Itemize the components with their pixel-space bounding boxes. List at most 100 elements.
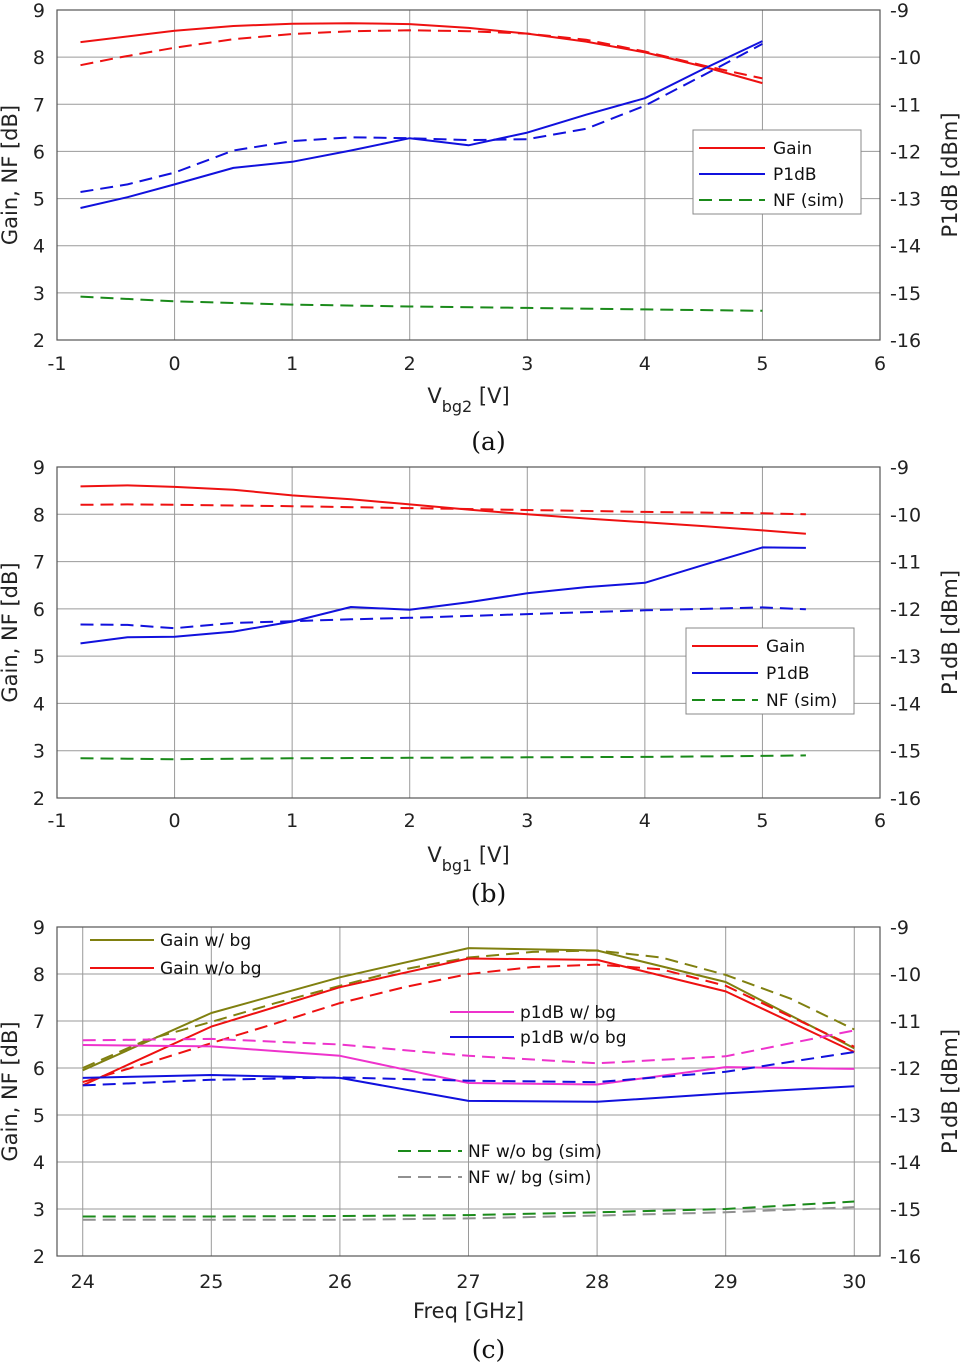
x-tick-label: 0 (169, 353, 181, 375)
legend-label: NF w/o bg (sim) (468, 1142, 602, 1162)
y-tick-label: 5 (33, 646, 45, 668)
x-tick-label: 0 (169, 810, 181, 832)
y2-tick-label: -16 (890, 1246, 921, 1268)
y2-tick-label: -9 (890, 917, 909, 939)
y-tick-label: 3 (33, 283, 45, 305)
series-line-2 (80, 29, 763, 80)
x-tick-label: 1 (286, 810, 298, 832)
y-tick-label: 4 (33, 693, 45, 715)
x-tick-label: 27 (456, 1271, 480, 1293)
y-tick-label: 2 (33, 788, 45, 810)
y-tick-label: 4 (33, 1152, 45, 1174)
x-tick-label: 24 (71, 1271, 95, 1293)
series-line-3 (82, 957, 855, 1087)
series-line-10 (82, 1206, 855, 1221)
legend-label: NF (sim) (766, 691, 837, 711)
y2-tick-label: -12 (890, 1058, 921, 1080)
legend: Gain P1dB NF (sim) (685, 627, 855, 715)
y-tick-label: 2 (33, 1246, 45, 1268)
y-axis-label: Gain, NF [dB] (0, 1021, 22, 1161)
y2-tick-label: -12 (890, 599, 921, 621)
legend-label: P1dB (773, 165, 817, 185)
x-tick-label: 6 (874, 810, 886, 832)
x-tick-label: 4 (639, 810, 651, 832)
panel-caption: (c) (472, 1335, 506, 1364)
y-tick-label: 7 (33, 94, 45, 116)
y2-tick-label: -9 (890, 0, 909, 22)
y-tick-label: 2 (33, 330, 45, 352)
y2-tick-label: -15 (890, 283, 921, 305)
y-tick-label: 6 (33, 599, 45, 621)
y-tick-label: 7 (33, 1011, 45, 1033)
y-tick-label: 9 (33, 0, 45, 22)
y2-tick-label: -13 (890, 646, 921, 668)
y-tick-label: 3 (33, 741, 45, 763)
series-group (80, 484, 806, 761)
series-line-8 (82, 1051, 855, 1087)
y2-tick-label: -13 (890, 1105, 921, 1127)
y-tick-label: 9 (33, 457, 45, 479)
y2-tick-label: -15 (890, 1199, 921, 1221)
x-tick-label: 3 (521, 810, 533, 832)
series-line-4 (82, 963, 855, 1084)
legend-label: Gain (766, 637, 805, 657)
y-axis-label: Gain, NF [dB] (0, 105, 22, 245)
chart-panel-1: -1 0 1 2 3 4 5 623456789-16-15-14-13-12-11-10-9… (0, 0, 961, 456)
x-tick-label: 6 (874, 353, 886, 375)
y2-axis-label: P1dB [dBm] (938, 570, 961, 695)
x-tick-label: 3 (521, 353, 533, 375)
series-line-7 (82, 1074, 855, 1103)
plot-frame (56, 9, 881, 341)
x-tick-label: 5 (756, 810, 768, 832)
series-line-3 (80, 546, 806, 645)
y2-tick-label: -10 (890, 504, 921, 526)
y2-axis-label: P1dB [dBm] (938, 112, 961, 237)
y2-tick-label: -16 (890, 788, 921, 810)
legend-label: Gain w/ bg (160, 931, 251, 951)
series-line-4 (80, 43, 763, 193)
y2-tick-label: -11 (890, 552, 921, 574)
legend-label: NF (sim) (773, 191, 844, 211)
y-axis-label: Gain, NF [dB] (0, 562, 22, 702)
x-tick-label: 2 (404, 353, 416, 375)
plot-frame (56, 926, 881, 1257)
legend: Gain w/ bg Gain w/o bg p1dB w/ bg p1dB w/o … (90, 931, 626, 1188)
series-group (80, 22, 763, 312)
legend-label: P1dB (766, 664, 810, 684)
y2-tick-label: -16 (890, 330, 921, 352)
x-tick-label: 2 (404, 810, 416, 832)
legend-label: Gain (773, 139, 812, 159)
y-tick-label: 5 (33, 189, 45, 211)
y-tick-label: 8 (33, 47, 45, 69)
chart-panel-2: -1 0 1 2 3 4 5 623456789-16-15-14-13-12-11-10-9… (0, 457, 961, 908)
x-tick-label: 28 (585, 1271, 609, 1293)
legend-label: p1dB w/o bg (520, 1028, 626, 1048)
x-tick-label: -1 (48, 810, 67, 832)
series-line-9 (82, 1200, 855, 1218)
series-line-5 (82, 1044, 855, 1086)
y-tick-label: 7 (33, 552, 45, 574)
chart-panel-3: 24 25 26 27 28 29 30 2 3 4 5 6 7 8 9 -16 -15 -14 -13 -12 -11… (0, 917, 961, 1364)
x-tick-label: 1 (286, 353, 298, 375)
series-line-3 (80, 40, 763, 209)
series-line-1 (80, 22, 763, 85)
x-tick-label: 25 (199, 1271, 223, 1293)
y-tick-label: 6 (33, 1058, 45, 1080)
legend-label: p1dB w/ bg (520, 1003, 616, 1023)
x-tick-label: 29 (714, 1271, 738, 1293)
x-axis-label: Vbg1 [V] (427, 843, 509, 875)
y2-tick-label: -11 (890, 1011, 921, 1033)
y2-tick-label: -13 (890, 189, 921, 211)
legend-label: Gain w/o bg (160, 959, 262, 979)
y2-tick-label: -15 (890, 741, 921, 763)
panel-caption: (b) (471, 879, 507, 908)
series-line-2 (80, 503, 806, 516)
plot-frame (56, 466, 881, 799)
y-tick-label: 3 (33, 1199, 45, 1221)
legend: Gain P1dB NF (sim) (692, 129, 862, 215)
y2-tick-label: -14 (890, 236, 921, 258)
x-tick-label: 4 (639, 353, 651, 375)
series-line-1 (82, 947, 855, 1072)
x-tick-label: 5 (756, 353, 768, 375)
